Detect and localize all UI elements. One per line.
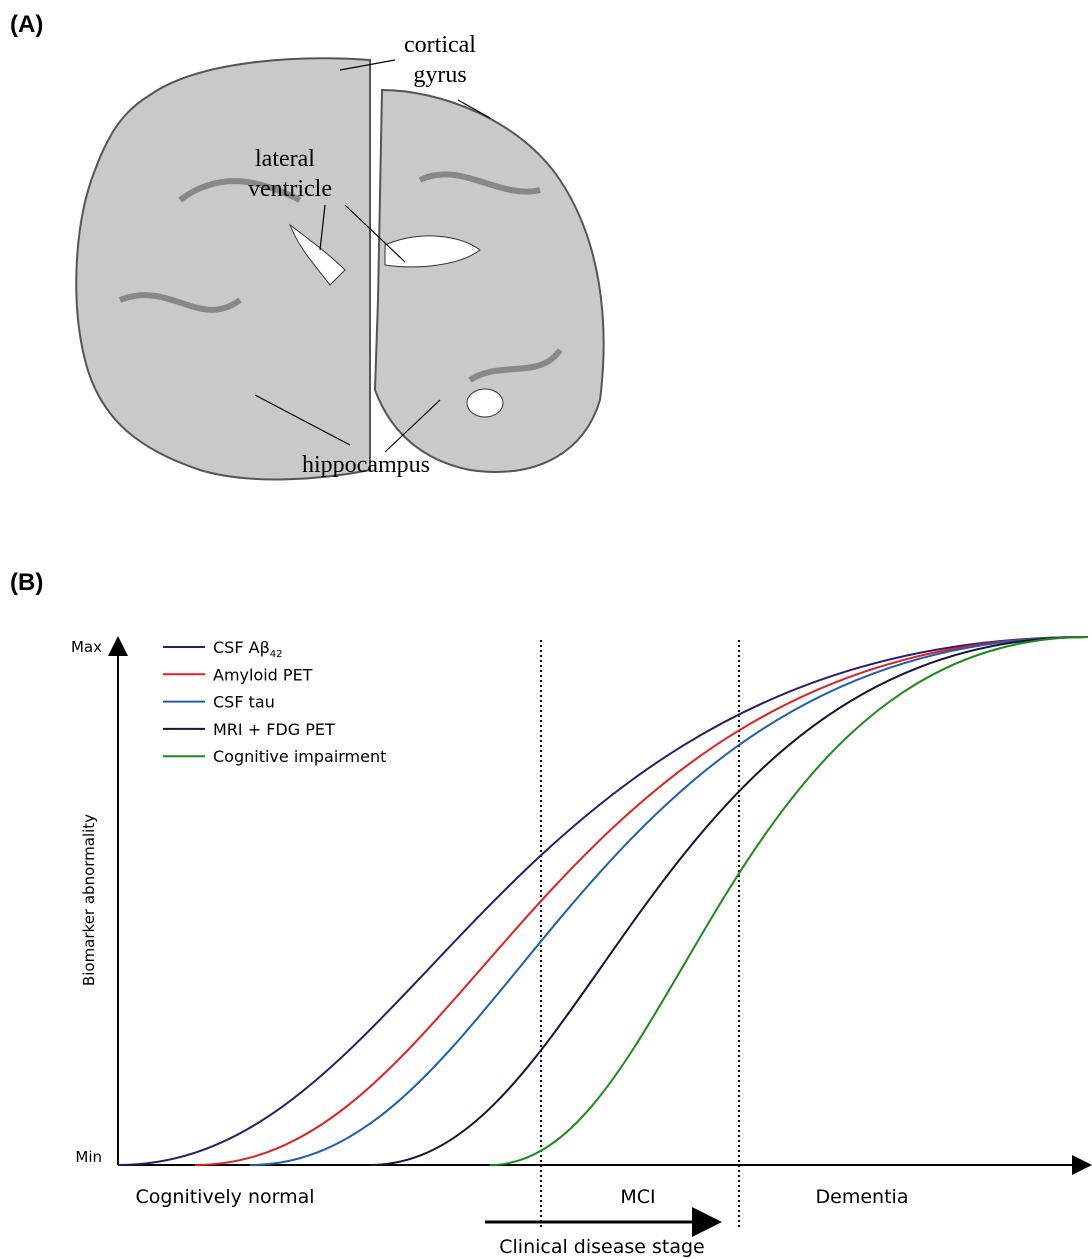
legend-subscript: 42 bbox=[270, 649, 283, 660]
legend-label: Amyloid PET bbox=[213, 665, 313, 684]
legend-label: Cognitive impairment bbox=[213, 747, 386, 766]
curve bbox=[118, 637, 1088, 1165]
legend-name: MRI + FDG PET bbox=[213, 720, 335, 739]
legend-name: Cognitive impairment bbox=[213, 747, 386, 766]
legend-name: CSF Aβ bbox=[213, 638, 270, 657]
y-min-label: Min bbox=[75, 1148, 102, 1166]
curve bbox=[370, 637, 1088, 1165]
annotation: gyrus bbox=[413, 62, 466, 88]
legend-name: Amyloid PET bbox=[213, 665, 313, 684]
curve bbox=[490, 637, 1088, 1165]
annotation: lateral bbox=[255, 146, 315, 172]
figure: (A) cortical gyrus lateral ventricle hip… bbox=[0, 0, 1092, 1259]
curve bbox=[195, 637, 1088, 1165]
y-axis-title: Biomarker abnormality bbox=[80, 814, 98, 986]
stage-label: MCI bbox=[620, 1186, 655, 1208]
brain-section bbox=[76, 58, 603, 479]
legend: CSF Aβ42 Amyloid PET CSF tau MRI + FDG PET C… bbox=[163, 638, 386, 766]
legend-name: CSF tau bbox=[213, 693, 275, 712]
y-max-label: Max bbox=[71, 638, 102, 656]
annotation: ventricle bbox=[248, 176, 332, 202]
curve bbox=[250, 637, 1088, 1165]
x-axis-title: Clinical disease stage bbox=[499, 1236, 705, 1258]
annotation: hippocampus bbox=[302, 452, 430, 478]
stage-label: Cognitively normal bbox=[135, 1186, 314, 1208]
stage-label: Dementia bbox=[816, 1186, 909, 1208]
curves bbox=[118, 637, 1088, 1165]
legend-label: CSF tau bbox=[213, 693, 275, 712]
annotation: cortical bbox=[404, 32, 476, 58]
panel-label: (B) bbox=[10, 569, 43, 596]
panel-label: (A) bbox=[10, 11, 43, 38]
legend-label: CSF Aβ42 bbox=[213, 638, 283, 660]
legend-label: MRI + FDG PET bbox=[213, 720, 335, 739]
